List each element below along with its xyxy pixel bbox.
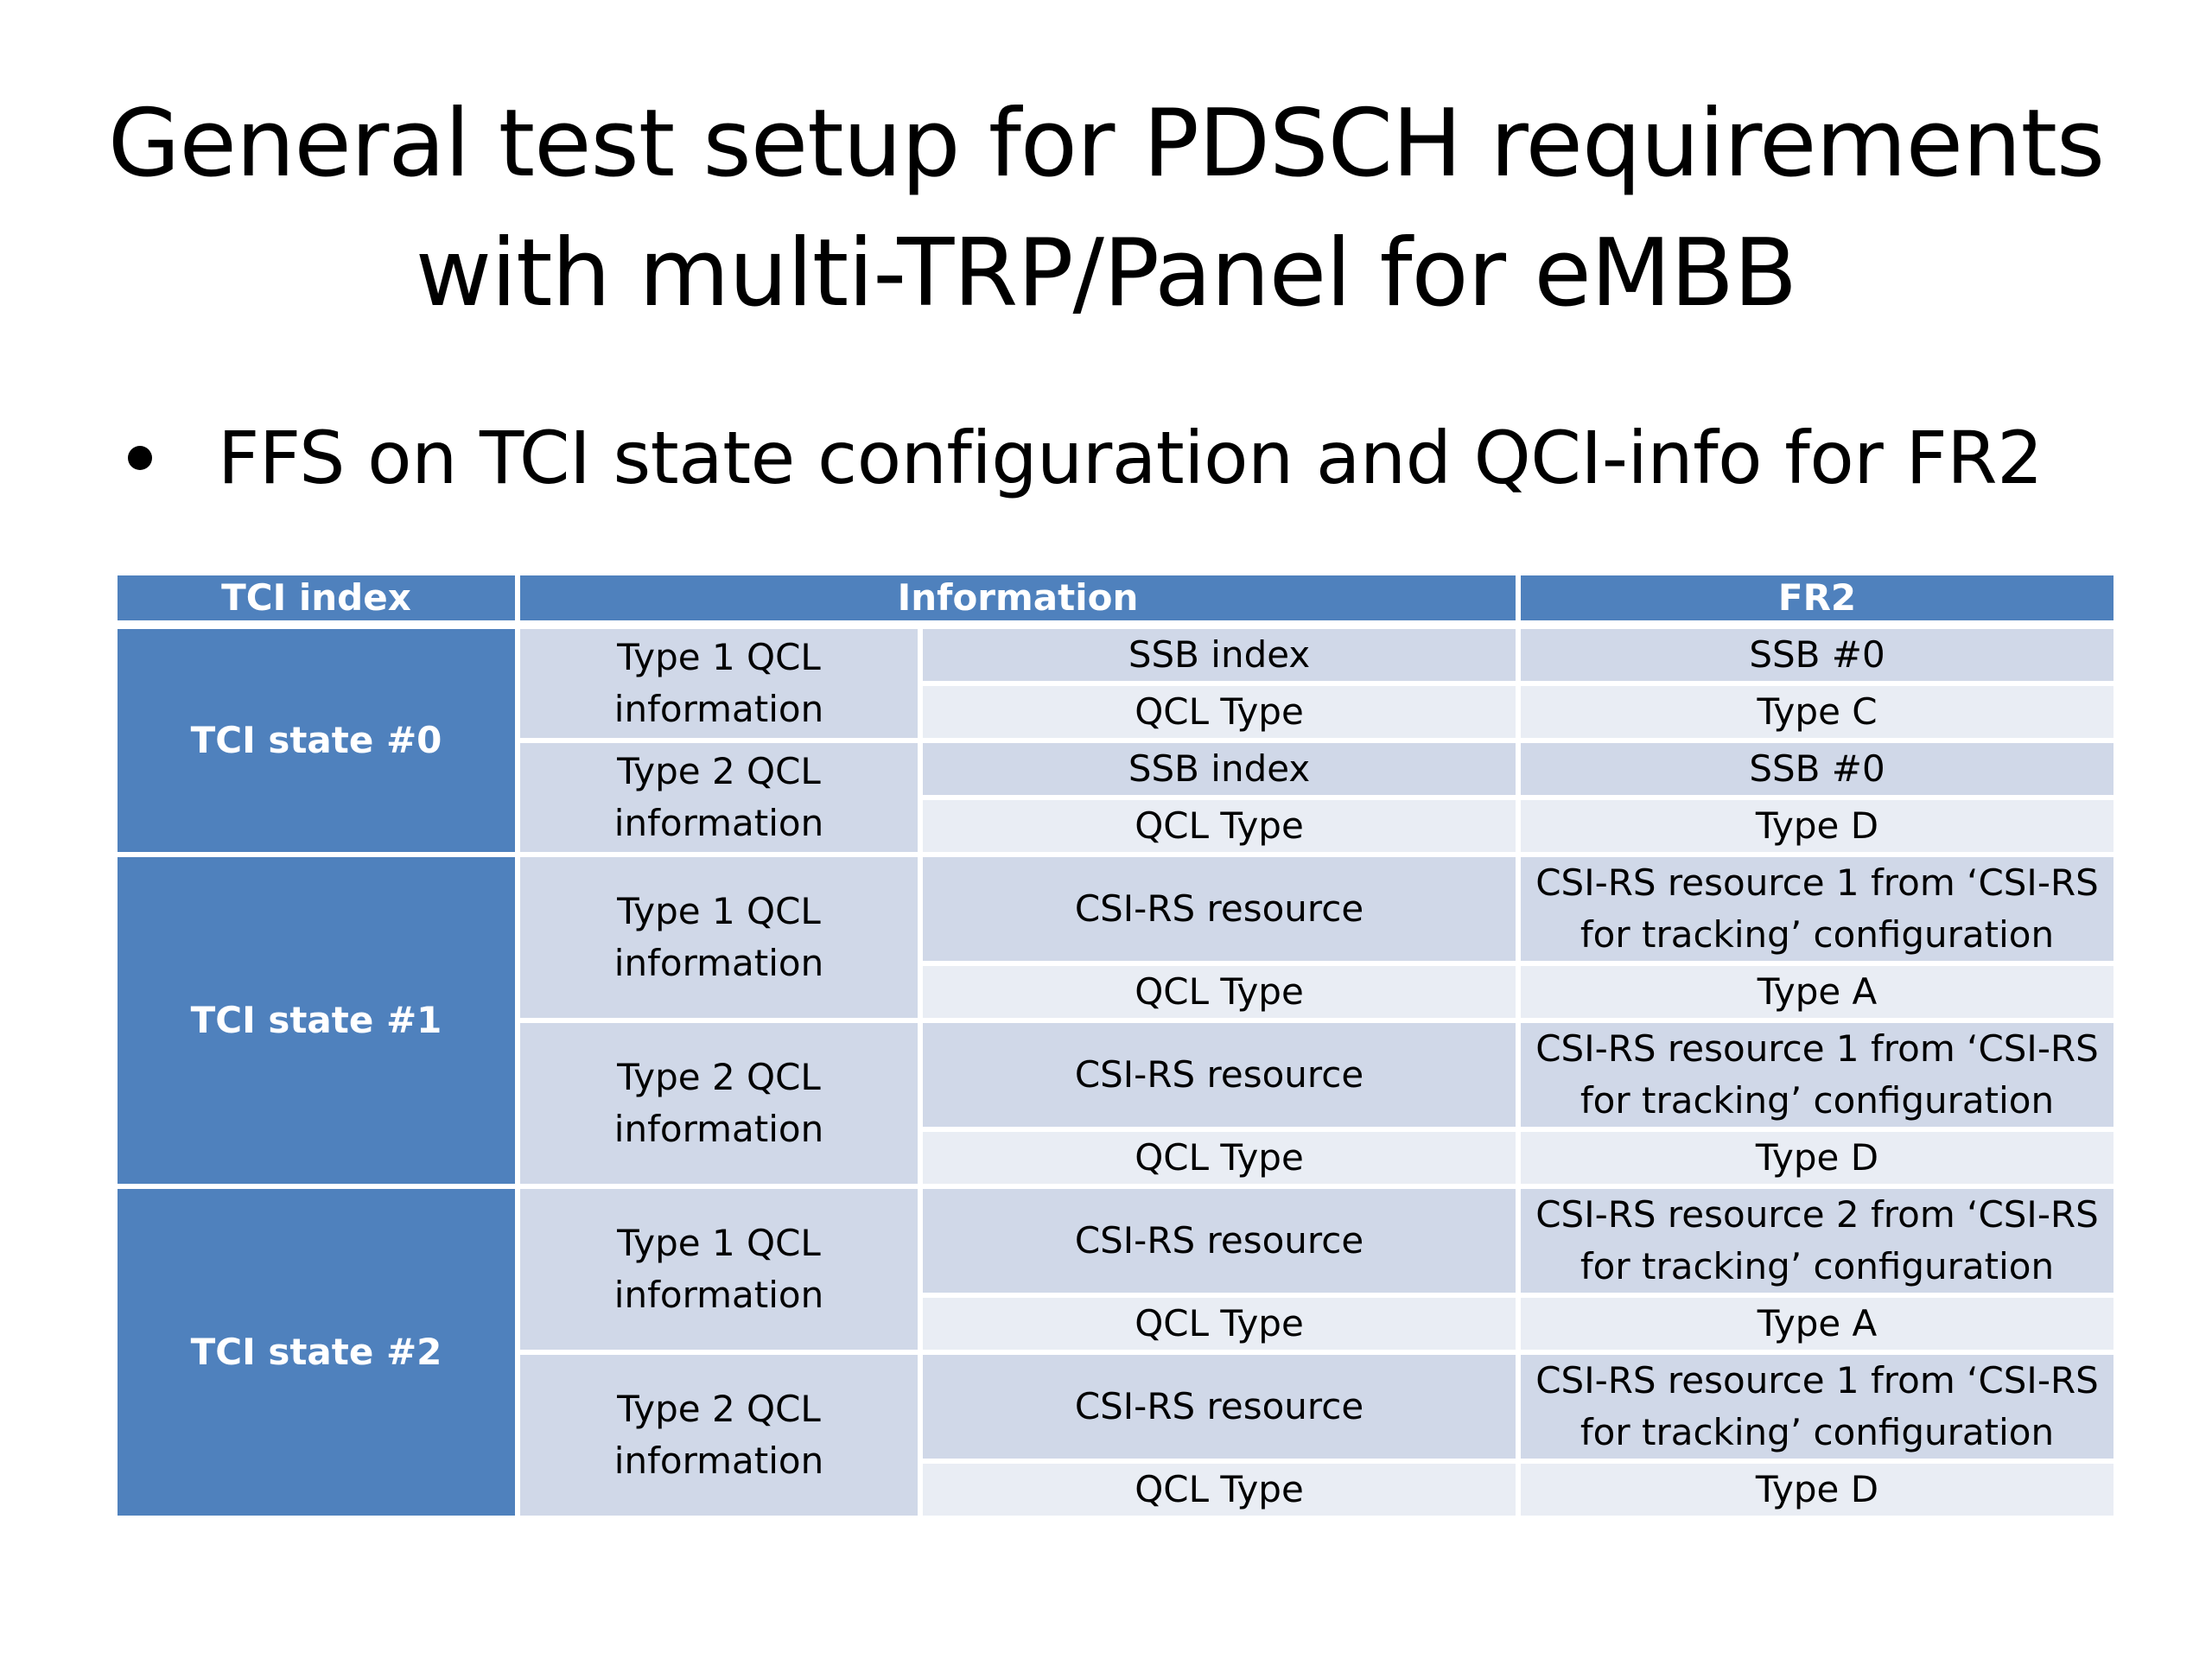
title-line-2: with multi-TRP/Panel for eMBB — [415, 219, 1797, 327]
param-cell: SSB index — [917, 738, 1522, 800]
fr2-cell: CSI-RS resource 1 from ‘CSI-RS for track… — [1516, 1350, 2120, 1464]
bullet-dot-icon — [128, 446, 152, 470]
fr2-cell: CSI-RS resource 1 from ‘CSI-RS for track… — [1516, 852, 2120, 966]
fr2-cell: Type C — [1516, 681, 2120, 743]
table-row: TCI state #0 Type 1 QCL information SSB … — [112, 622, 2120, 857]
table-row: QCL Type Type A — [115, 961, 2120, 1023]
qcl-info-label: Type 1 QCL information — [515, 1184, 923, 1355]
header-tci-index: TCI index — [112, 570, 520, 629]
qcl-info-label: Type 1 QCL information — [515, 852, 923, 1023]
title-line-1: General test setup for PDSCH requirement… — [107, 90, 2105, 198]
fr2-cell: SSB #0 — [1516, 622, 2120, 686]
fr2-cell: SSB #0 — [1516, 738, 2120, 800]
table-row: QCL Type Type A — [115, 1293, 2120, 1355]
tci-state-group: TCI state #0 Type 1 QCL information SSB … — [112, 622, 2120, 857]
qcl-info-label: Type 2 QCL information — [515, 1018, 923, 1189]
fr2-cell: Type D — [1516, 1127, 2120, 1189]
param-cell: QCL Type — [917, 1459, 1522, 1521]
tci-table: TCI index Information FR2 TCI state #0 T… — [112, 570, 2120, 1521]
fr2-cell: CSI-RS resource 1 from ‘CSI-RS for track… — [1516, 1018, 2120, 1132]
qcl-info-label: Type 2 QCL information — [515, 738, 923, 857]
table-header-row: TCI index Information FR2 — [112, 570, 2120, 629]
param-cell: CSI-RS resource — [917, 1018, 1522, 1132]
bullet-text: FFS on TCI state configuration and QCI-i… — [218, 416, 2044, 500]
qcl-info-label: Type 2 QCL information — [515, 1350, 923, 1521]
tci-state-label: TCI state #1 — [112, 852, 520, 1189]
fr2-cell: Type D — [1516, 1459, 2120, 1521]
table-row: QCL Type Type C — [115, 681, 2120, 743]
table-row: Type 2 QCL information SSB index SSB #0 — [115, 738, 2120, 857]
fr2-cell: Type A — [1516, 961, 2120, 1023]
param-cell: QCL Type — [917, 795, 1522, 857]
param-cell: SSB index — [917, 622, 1522, 686]
param-cell: CSI-RS resource — [917, 1184, 1522, 1298]
tci-state-label: TCI state #0 — [112, 622, 520, 857]
param-cell: QCL Type — [917, 961, 1522, 1023]
slide-title: General test setup for PDSCH requirement… — [0, 79, 2212, 339]
table-row: QCL Type Type D — [115, 795, 2120, 857]
qcl-info-label: Type 1 QCL information — [515, 622, 923, 743]
header-information: Information — [514, 570, 1522, 629]
table-row: QCL Type Type D — [115, 1127, 2120, 1189]
header-fr2: FR2 — [1516, 570, 2120, 629]
param-cell: CSI-RS resource — [917, 852, 1522, 966]
param-cell: QCL Type — [917, 1127, 1522, 1189]
table-row: TCI state #2 Type 1 QCL information CSI-… — [112, 1184, 2120, 1521]
bullet-item: FFS on TCI state configuration and QCI-i… — [128, 406, 2044, 510]
table-row: Type 2 QCL information CSI-RS resource C… — [115, 1018, 2120, 1189]
table-row: Type 2 QCL information CSI-RS resource C… — [115, 1350, 2120, 1521]
fr2-cell: Type A — [1516, 1293, 2120, 1355]
fr2-cell: CSI-RS resource 2 from ‘CSI-RS for track… — [1516, 1184, 2120, 1298]
tci-state-group: TCI state #1 Type 1 QCL information CSI-… — [112, 852, 2120, 1189]
param-cell: QCL Type — [917, 681, 1522, 743]
param-cell: QCL Type — [917, 1293, 1522, 1355]
tci-state-group: TCI state #2 Type 1 QCL information CSI-… — [112, 1184, 2120, 1521]
fr2-cell: Type D — [1516, 795, 2120, 857]
param-cell: CSI-RS resource — [917, 1350, 1522, 1464]
tci-state-label: TCI state #2 — [112, 1184, 520, 1521]
table-row: TCI state #1 Type 1 QCL information CSI-… — [112, 852, 2120, 1189]
table-row: QCL Type Type D — [115, 1459, 2120, 1521]
